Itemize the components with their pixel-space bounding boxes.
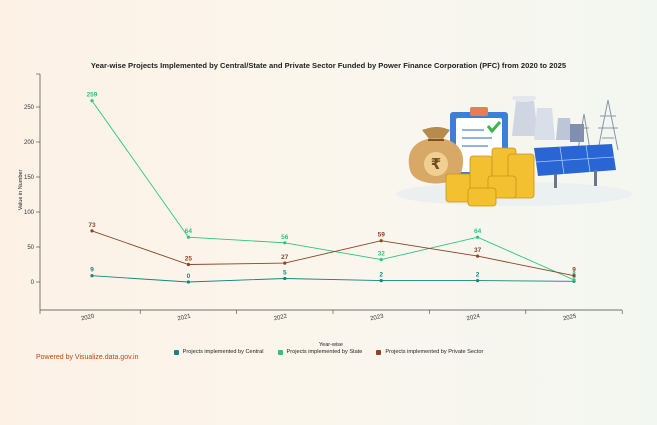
data-label: 5 xyxy=(283,270,287,277)
data-label: 64 xyxy=(474,228,482,235)
data-label: 32 xyxy=(378,251,386,258)
series-line xyxy=(91,275,575,283)
legend-label-private: Projects implemented by Private Sector xyxy=(385,349,484,355)
data-point[interactable] xyxy=(90,274,94,278)
data-label: 259 xyxy=(87,92,98,99)
data-point[interactable] xyxy=(476,279,480,283)
series-line xyxy=(91,100,575,281)
series: 90522125964563264373252759379 xyxy=(87,92,576,284)
transmission-tower-icon xyxy=(577,99,619,151)
data-point[interactable] xyxy=(90,229,94,233)
axes: Value in Number Year-wise xyxy=(18,74,622,348)
x-tick-label: 2021 xyxy=(177,314,192,323)
data-point[interactable] xyxy=(379,279,383,283)
energy-finance-illustration: ₹ xyxy=(396,96,632,207)
data-label: 64 xyxy=(185,228,193,235)
legend-swatch-state xyxy=(277,349,283,355)
svg-text:₹: ₹ xyxy=(431,155,441,173)
y-ticks: 0 50 100 150 200 250 xyxy=(24,73,40,286)
coin-stack-icon xyxy=(445,147,535,207)
y-tick-label: 250 xyxy=(24,105,35,111)
legend: Projects implemented by Central Projects… xyxy=(0,349,657,355)
series-line xyxy=(91,230,575,277)
x-tick-label: 2020 xyxy=(81,314,96,323)
data-label: 56 xyxy=(281,234,289,241)
data-point[interactable] xyxy=(283,276,287,281)
data-point[interactable] xyxy=(476,235,480,239)
x-tick-label: 2022 xyxy=(273,314,288,323)
data-point[interactable] xyxy=(283,241,287,245)
power-plant-icon xyxy=(512,96,584,142)
chart-title: Year-wise Projects Implemented by Centra… xyxy=(90,61,567,70)
series-0: 905221 xyxy=(90,267,576,284)
y-tick-label: 0 xyxy=(31,280,35,286)
data-label: 2 xyxy=(379,272,383,279)
data-label: 0 xyxy=(187,273,191,280)
data-label: 37 xyxy=(474,247,482,254)
legend-item-central[interactable]: Projects implemented by Central xyxy=(173,349,264,355)
y-tick-label: 50 xyxy=(27,245,34,251)
x-tick-label: 2023 xyxy=(370,314,385,323)
money-bag-icon: ₹ xyxy=(408,127,464,184)
data-point[interactable] xyxy=(572,274,576,278)
powered-by-credit[interactable]: Powered by Visualize.data.gov.in xyxy=(36,354,139,361)
legend-label-state: Projects implemented by State xyxy=(286,349,363,355)
data-point[interactable] xyxy=(186,262,190,267)
x-ticks: 2020 2021 2022 2023 2024 2025 xyxy=(39,310,623,323)
data-point[interactable] xyxy=(379,258,383,262)
data-point[interactable] xyxy=(283,261,287,265)
legend-item-private[interactable]: Projects implemented by Private Sector xyxy=(376,349,483,355)
series-1: 259645632643 xyxy=(87,92,576,282)
x-tick-label: 2024 xyxy=(466,314,481,323)
data-point[interactable] xyxy=(186,280,190,284)
y-tick-label: 100 xyxy=(24,210,35,216)
legend-label-central: Projects implemented by Central xyxy=(182,349,264,355)
data-point[interactable] xyxy=(90,99,94,103)
data-label: 9 xyxy=(572,267,576,274)
data-label: 25 xyxy=(185,256,193,263)
data-point[interactable] xyxy=(379,239,383,243)
solar-panel-icon xyxy=(534,144,616,188)
legend-swatch-private xyxy=(376,349,382,355)
data-point[interactable] xyxy=(476,254,480,258)
data-point[interactable] xyxy=(186,235,190,239)
data-point[interactable] xyxy=(572,278,576,282)
data-label: 73 xyxy=(88,222,96,229)
legend-item-state[interactable]: Projects implemented by State xyxy=(277,349,363,355)
data-label: 59 xyxy=(378,232,386,239)
y-tick-label: 200 xyxy=(24,140,35,146)
data-label: 9 xyxy=(90,267,94,274)
x-axis-title: Year-wise xyxy=(319,342,343,348)
data-label: 2 xyxy=(476,272,480,279)
legend-swatch-central xyxy=(173,349,179,355)
data-label: 27 xyxy=(281,254,289,261)
x-tick-label: 2025 xyxy=(563,314,578,323)
y-axis-title: Value in Number xyxy=(18,170,24,211)
y-tick-label: 150 xyxy=(24,175,35,181)
